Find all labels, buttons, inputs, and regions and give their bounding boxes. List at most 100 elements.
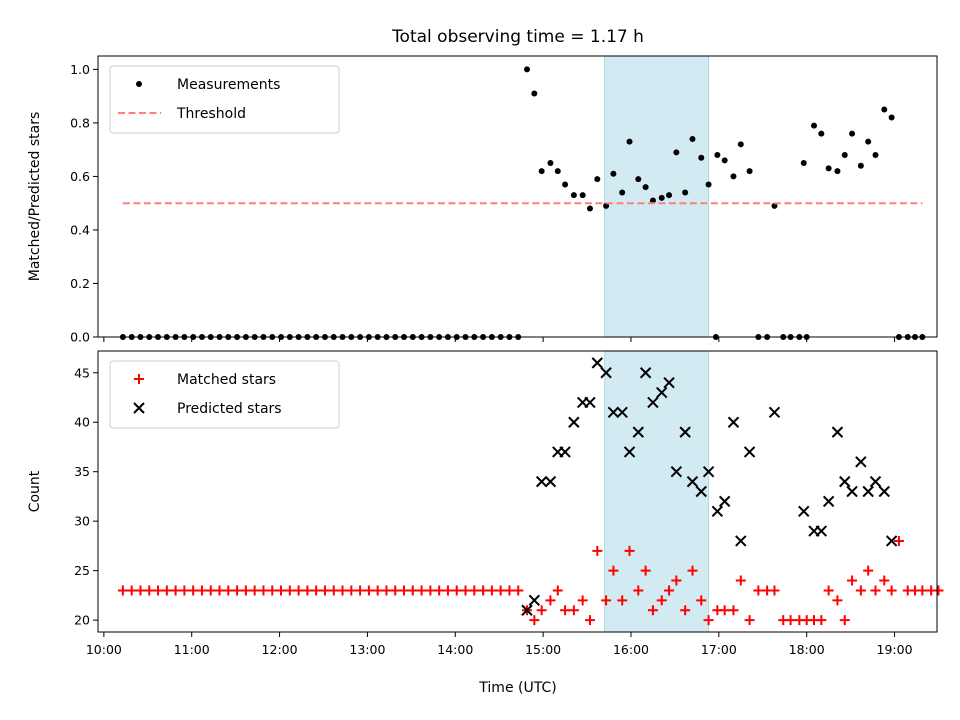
predicted-star-point <box>831 426 844 438</box>
matched-star-point <box>416 585 427 596</box>
matched-star-point <box>135 585 146 596</box>
matched-star-point <box>839 615 850 626</box>
matched-star-point <box>434 585 445 596</box>
predicted-star-point <box>695 485 707 498</box>
legend-box <box>109 360 340 429</box>
matched-star-point <box>495 585 506 596</box>
measurement-point <box>658 194 665 201</box>
y-tick-label: 35 <box>74 464 90 479</box>
predicted-star-point <box>711 505 724 517</box>
series-predicted-stars <box>521 357 898 616</box>
predicted-star-point <box>679 426 691 438</box>
legend-box <box>109 65 340 134</box>
measurement-point <box>562 181 569 188</box>
x-tick-label: 10:00 <box>86 642 122 657</box>
measurement-point <box>547 160 554 167</box>
matched-star-point <box>478 585 489 596</box>
predicted-star-point <box>878 485 890 498</box>
matched-star-point <box>267 585 278 596</box>
matched-star-point <box>486 585 497 596</box>
matched-star-point <box>640 565 651 576</box>
x-tick-label: 19:00 <box>877 642 913 657</box>
matched-star-point <box>188 585 199 596</box>
predicted-star-point <box>607 406 620 419</box>
y-tick-label: 30 <box>74 514 90 529</box>
measurement-point <box>538 168 545 175</box>
series-matched-stars <box>117 535 944 626</box>
measurement-point <box>586 205 593 212</box>
measurement-point <box>635 176 642 183</box>
matched-star-point <box>568 605 579 616</box>
measurement-point <box>594 176 601 183</box>
predicted-star-point <box>839 475 851 488</box>
measurement-point <box>818 130 825 137</box>
matched-star-point <box>785 615 796 626</box>
predicted-star-point <box>663 376 675 389</box>
predicted-star-point <box>656 386 668 399</box>
matched-star-point <box>284 585 295 596</box>
measurement-point <box>610 170 617 177</box>
y-tick-label: 0.0 <box>70 330 90 345</box>
matched-star-point <box>584 615 595 626</box>
matched-star-point <box>633 585 644 596</box>
matched-star-point <box>425 585 436 596</box>
matched-star-point <box>823 585 834 596</box>
matched-star-point <box>372 585 383 596</box>
matched-star-point <box>214 585 225 596</box>
matched-star-point <box>592 545 603 556</box>
legend-marker-dot <box>136 81 142 87</box>
measurement-point <box>865 138 872 145</box>
matched-star-point <box>728 605 739 616</box>
matched-star-point <box>687 565 698 576</box>
measurement-point <box>834 168 841 175</box>
predicted-star-point <box>535 475 548 488</box>
measurement-point <box>730 173 737 180</box>
measurement-point <box>746 168 753 175</box>
observing-interval-shade <box>604 56 709 337</box>
measurement-point <box>811 122 818 129</box>
matched-star-point <box>769 585 780 596</box>
legend-label: Threshold <box>176 106 246 122</box>
matched-star-point <box>624 545 635 556</box>
predicted-star-point <box>686 475 699 488</box>
y-tick-label: 20 <box>74 613 90 628</box>
matched-star-point <box>249 585 260 596</box>
predicted-star-point <box>735 535 747 547</box>
matched-star-point <box>196 585 207 596</box>
measurement-point <box>673 149 680 156</box>
panel-1: 0.0 0.2 0.4 0.6 0.8 1.0 Matched/Predicted star… <box>27 55 938 345</box>
panels: 0.0 0.2 0.4 0.6 0.8 1.0 Matched/Predicted star… <box>27 55 944 657</box>
predicted-star-point <box>855 456 867 468</box>
matched-star-point <box>529 615 540 626</box>
predicted-star-point <box>798 505 810 517</box>
x-tick-label: 12:00 <box>262 642 298 657</box>
predicted-star-point <box>632 426 645 438</box>
legend-marker-x <box>133 402 145 414</box>
x-tick-label: 13:00 <box>349 642 385 657</box>
measurement-point <box>619 189 626 196</box>
measurement-point <box>825 165 832 172</box>
measurement-point <box>881 106 888 113</box>
matched-star-point <box>153 585 164 596</box>
predicted-star-point <box>670 466 683 478</box>
x-tick-label: 11:00 <box>174 642 210 657</box>
y-axis-label-2: Count <box>27 470 43 512</box>
predicted-star-point <box>544 475 557 488</box>
matched-star-point <box>816 615 827 626</box>
matched-star-point <box>719 605 730 616</box>
measurement-point <box>771 202 778 209</box>
matched-star-point <box>545 595 556 606</box>
predicted-star-point <box>616 406 628 419</box>
matched-star-point <box>179 585 190 596</box>
matched-star-point <box>552 585 563 596</box>
measurement-point <box>849 130 856 137</box>
measurement-point <box>800 160 807 167</box>
legend-1: Measurements Threshold <box>109 65 340 134</box>
matched-star-point <box>536 605 547 616</box>
matched-star-point <box>513 585 524 596</box>
y-tick-label: 0.6 <box>70 169 90 184</box>
y-tick-label: 0.8 <box>70 115 90 130</box>
predicted-star-point <box>862 485 874 498</box>
predicted-star-point <box>639 367 652 379</box>
